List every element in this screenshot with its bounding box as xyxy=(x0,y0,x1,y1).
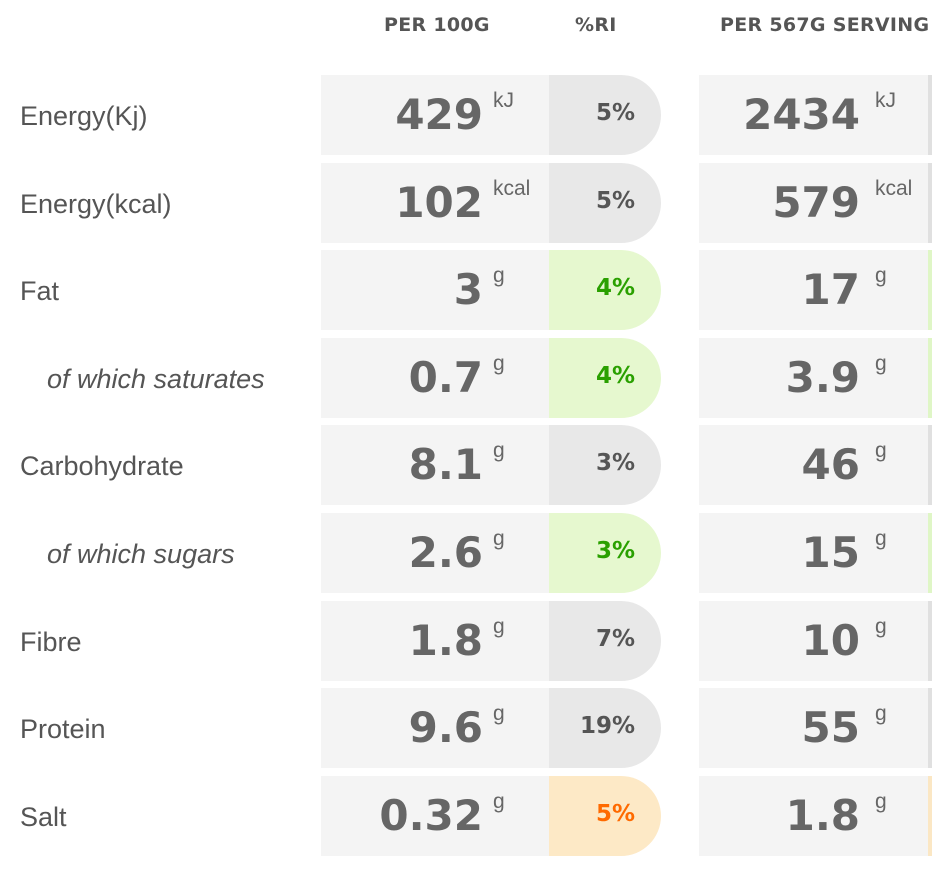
nutrient-row: Carbohydrate 8.1 g 3% 46 g xyxy=(0,425,932,505)
per-serving-unit: g xyxy=(875,439,887,462)
per-100g-value: 2.6 xyxy=(408,528,483,577)
per-serving-cell: 55 g xyxy=(699,688,932,768)
per-serving-cell: 10 g xyxy=(699,601,932,681)
per-100g-unit: g xyxy=(493,439,505,462)
ri-pill: 4% xyxy=(549,338,661,418)
per-serving-value: 1.8 xyxy=(785,791,860,840)
ri-pill: 4% xyxy=(549,250,661,330)
per-serving-unit: kJ xyxy=(875,89,896,112)
per-serving-value: 55 xyxy=(801,703,860,752)
per-100g-value: 102 xyxy=(395,178,483,227)
serving-edge-marker xyxy=(928,250,932,330)
per-serving-unit: g xyxy=(875,264,887,287)
serving-edge-marker xyxy=(928,513,932,593)
per-serving-cell: 2434 kJ xyxy=(699,75,932,155)
ri-pill: 5% xyxy=(549,776,661,856)
per-serving-value: 579 xyxy=(772,178,860,227)
ri-pill: 5% xyxy=(549,163,661,243)
nutrient-label: Salt xyxy=(20,802,67,832)
per-serving-unit: g xyxy=(875,527,887,550)
per-serving-unit: g xyxy=(875,702,887,725)
ri-value: 4% xyxy=(595,275,635,301)
serving-edge-marker xyxy=(928,338,932,418)
nutrient-label: Energy(Kj) xyxy=(20,101,148,131)
per-serving-value: 2434 xyxy=(743,90,860,139)
per-100g-unit: kJ xyxy=(493,89,514,112)
ri-pill: 3% xyxy=(549,425,661,505)
per-100g-unit: g xyxy=(493,702,505,725)
per-serving-value: 46 xyxy=(801,440,860,489)
per-100g-value: 429 xyxy=(395,90,483,139)
per-100g-unit: g xyxy=(493,264,505,287)
nutrient-label: of which sugars xyxy=(47,539,235,569)
nutrient-label: Energy(kcal) xyxy=(20,189,172,219)
ri-value: 5% xyxy=(595,801,635,827)
ri-value: 4% xyxy=(595,363,635,389)
nutrient-row: Energy(kcal) 102 kcal 5% 579 kcal xyxy=(0,163,932,243)
nutrient-row: Fat 3 g 4% 17 g xyxy=(0,250,932,330)
per-serving-value: 10 xyxy=(801,616,860,665)
ri-pill: 7% xyxy=(549,601,661,681)
per-serving-cell: 3.9 g xyxy=(699,338,932,418)
per-100g-unit: g xyxy=(493,790,505,813)
per-serving-cell: 579 kcal xyxy=(699,163,932,243)
ri-pill: 3% xyxy=(549,513,661,593)
per-serving-cell: 17 g xyxy=(699,250,932,330)
per-serving-unit: kcal xyxy=(875,177,913,200)
serving-edge-marker xyxy=(928,163,932,243)
per-100g-unit: kcal xyxy=(493,177,531,200)
per-100g-unit: g xyxy=(493,527,505,550)
serving-edge-marker xyxy=(928,425,932,505)
nutrient-row: of which sugars 2.6 g 3% 15 g xyxy=(0,513,932,593)
per-serving-unit: g xyxy=(875,352,887,375)
nutrient-label: of which saturates xyxy=(47,364,265,394)
ri-pill: 19% xyxy=(549,688,661,768)
header-per-serving: PER 567G SERVING xyxy=(720,14,930,36)
ri-value: 19% xyxy=(579,713,635,739)
serving-edge-marker xyxy=(928,776,932,856)
per-100g-value: 0.7 xyxy=(408,353,483,402)
header-ri: %RI xyxy=(575,14,617,36)
nutrient-row: Energy(Kj) 429 kJ 5% 2434 kJ xyxy=(0,75,932,155)
per-100g-value: 3 xyxy=(453,265,483,314)
per-100g-unit: g xyxy=(493,615,505,638)
nutrient-label: Fat xyxy=(20,276,60,306)
nutrient-row: of which saturates 0.7 g 4% 3.9 g xyxy=(0,338,932,418)
ri-value: 5% xyxy=(595,100,635,126)
nutrient-label: Protein xyxy=(20,714,106,744)
ri-pill: 5% xyxy=(549,75,661,155)
per-100g-value: 9.6 xyxy=(408,703,483,752)
nutrient-row: Salt 0.32 g 5% 1.8 g xyxy=(0,776,932,856)
per-100g-unit: g xyxy=(493,352,505,375)
per-serving-unit: g xyxy=(875,615,887,638)
serving-edge-marker xyxy=(928,601,932,681)
per-serving-cell: 1.8 g xyxy=(699,776,932,856)
header-per-100g: PER 100G xyxy=(384,14,490,36)
ri-value: 3% xyxy=(595,450,635,476)
per-100g-value: 1.8 xyxy=(408,616,483,665)
per-100g-value: 8.1 xyxy=(408,440,483,489)
ri-value: 3% xyxy=(595,538,635,564)
nutrient-row: Fibre 1.8 g 7% 10 g xyxy=(0,601,932,681)
ri-value: 7% xyxy=(595,626,635,652)
per-serving-value: 17 xyxy=(801,265,860,314)
serving-edge-marker xyxy=(928,75,932,155)
nutrient-label: Fibre xyxy=(20,627,82,657)
per-serving-value: 15 xyxy=(801,528,860,577)
serving-edge-marker xyxy=(928,688,932,768)
nutrient-label: Carbohydrate xyxy=(20,451,184,481)
per-serving-value: 3.9 xyxy=(785,353,860,402)
per-serving-cell: 15 g xyxy=(699,513,932,593)
per-100g-value: 0.32 xyxy=(379,791,483,840)
per-serving-unit: g xyxy=(875,790,887,813)
ri-value: 5% xyxy=(595,188,635,214)
per-serving-cell: 46 g xyxy=(699,425,932,505)
nutrient-row: Protein 9.6 g 19% 55 g xyxy=(0,688,932,768)
